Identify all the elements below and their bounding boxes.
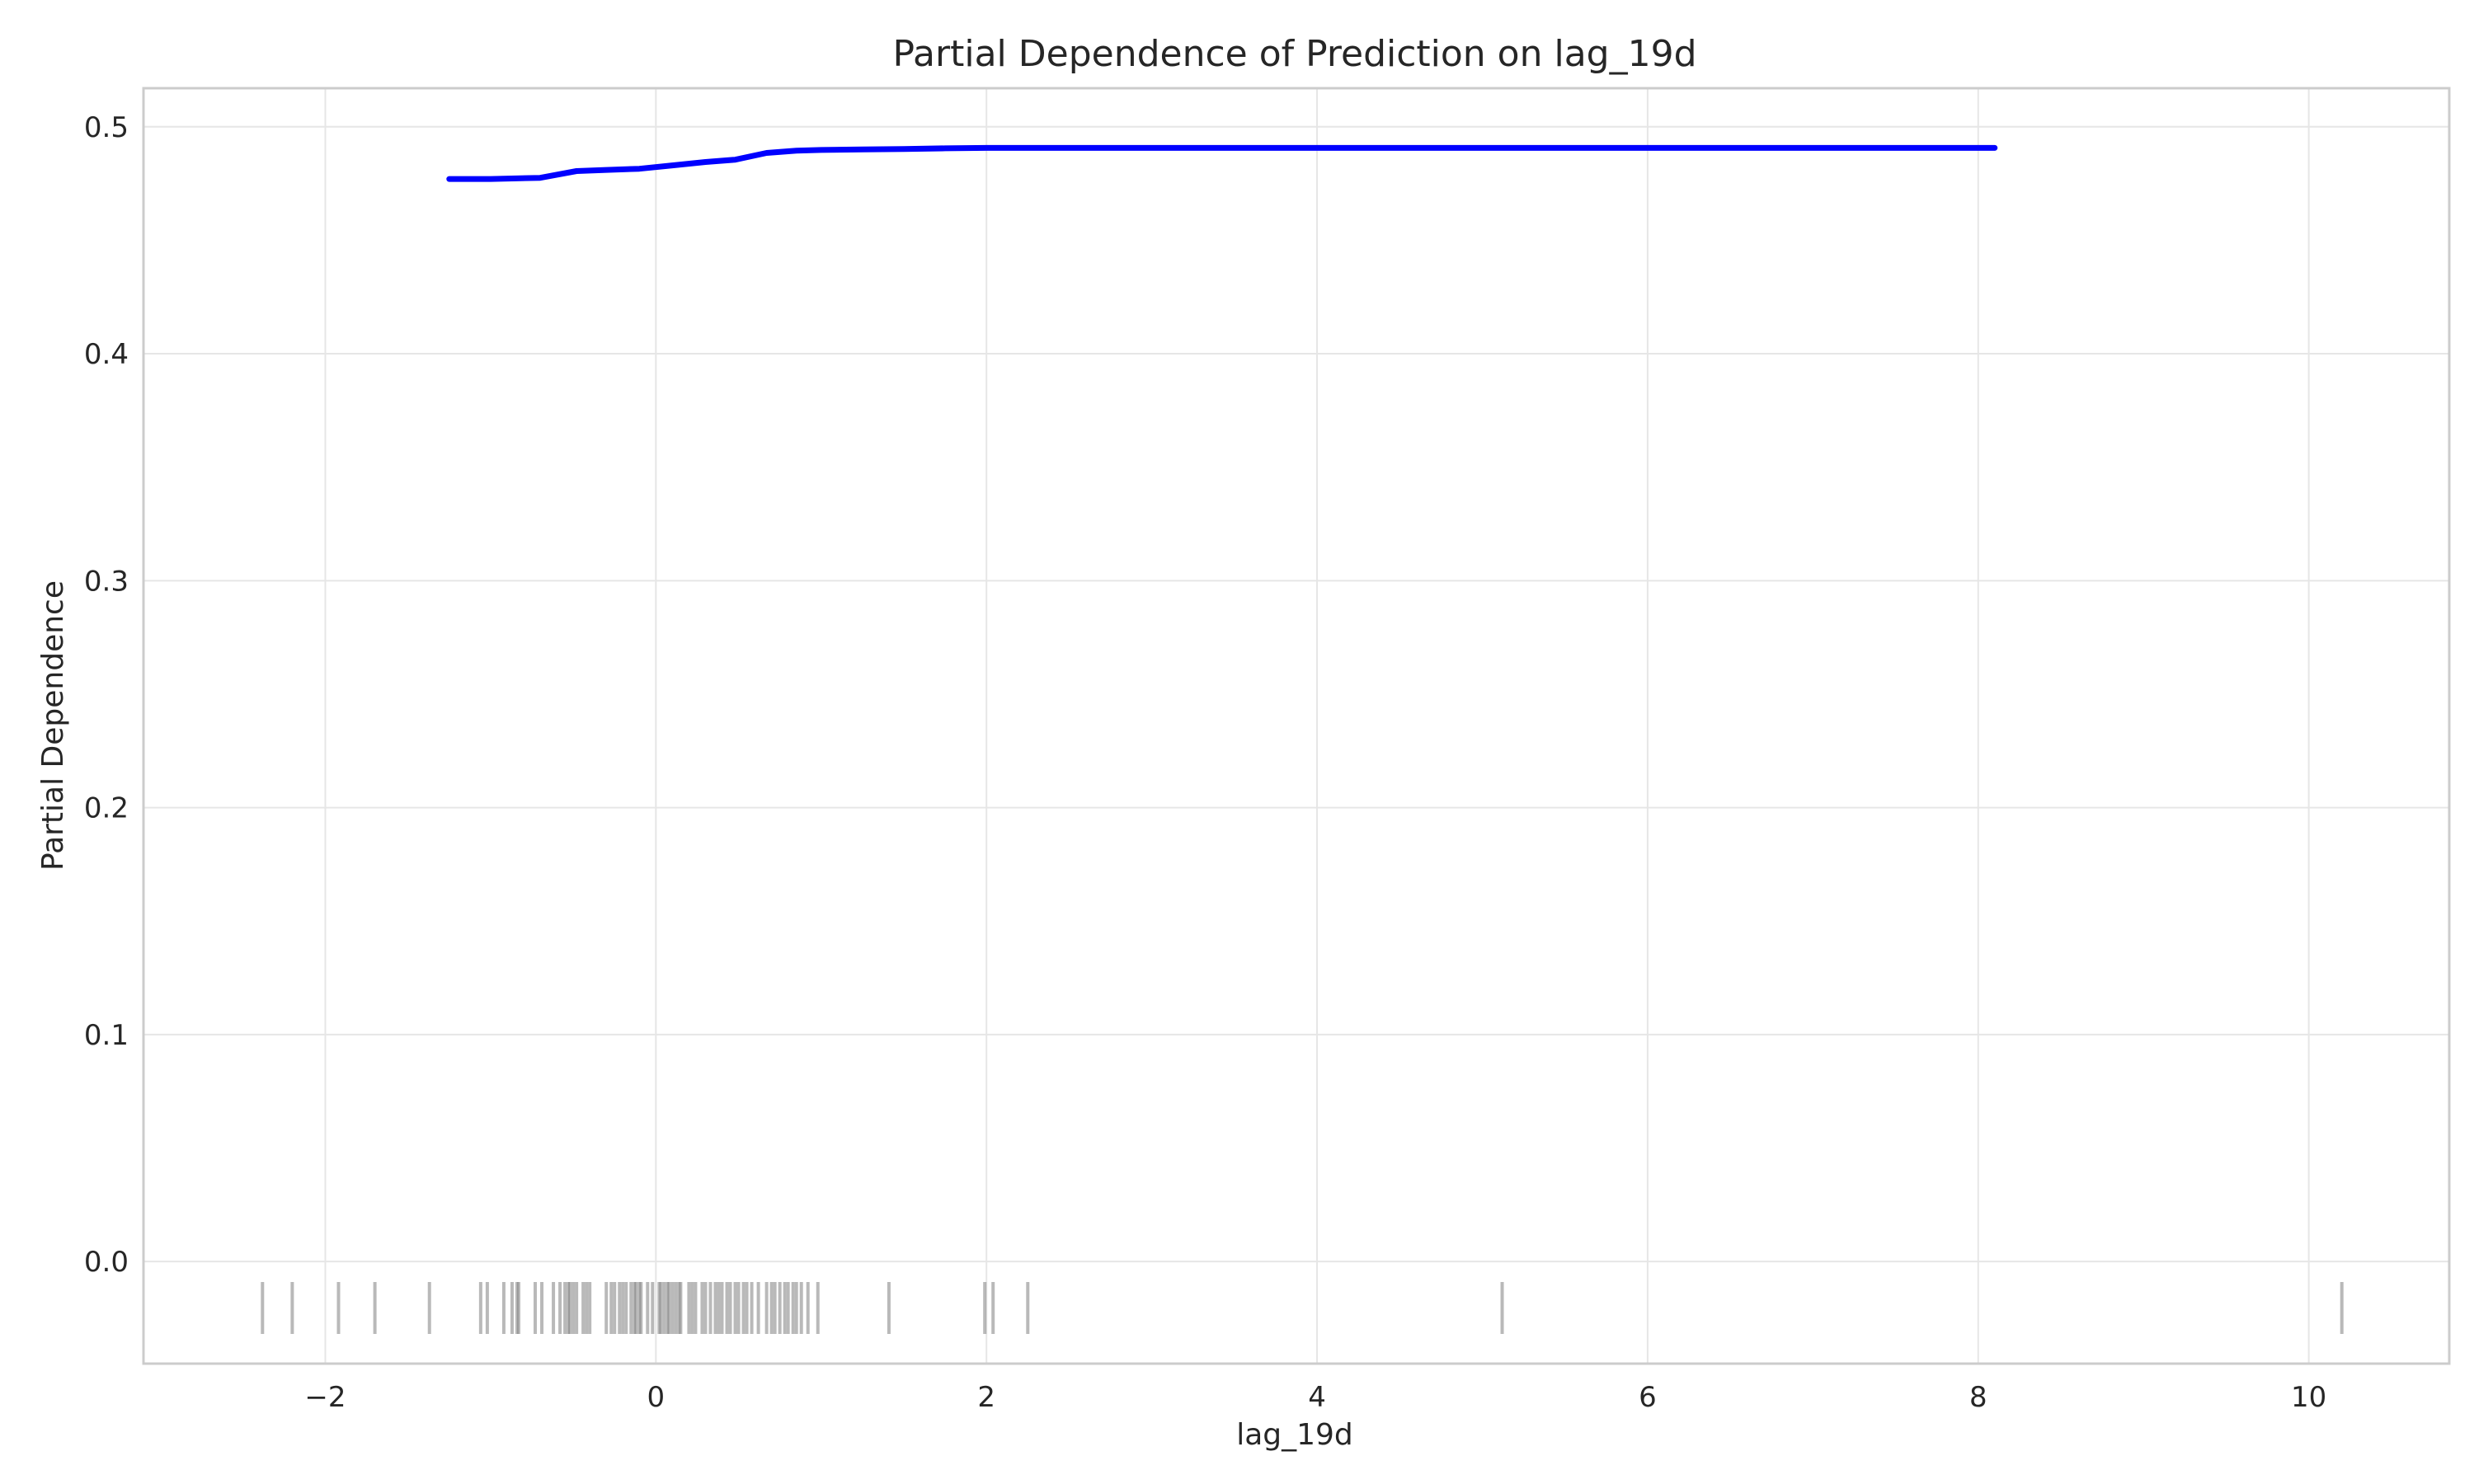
x-tick-label: 2: [977, 1381, 995, 1414]
x-axis-label: lag_19d: [1236, 1418, 1353, 1452]
y-tick-label: 0.2: [84, 792, 129, 825]
chart-title: Partial Dependence of Prediction on lag_…: [892, 33, 1696, 75]
x-tick-label: 8: [1969, 1381, 1987, 1414]
rug-marks: [261, 1282, 2344, 1334]
y-tick-label: 0.3: [84, 565, 129, 598]
x-tick-label: −2: [304, 1381, 346, 1414]
y-axis-label: Partial Dependence: [36, 580, 70, 871]
y-tick-label: 0.1: [84, 1019, 129, 1052]
x-tick-label: 0: [647, 1381, 666, 1414]
grid-lines: [143, 88, 2449, 1364]
x-tick-label: 4: [1308, 1381, 1326, 1414]
partial-dependence-line: [446, 144, 1998, 182]
y-tick-label: 0.5: [84, 111, 129, 144]
y-tick-labels: 0.0 0.1 0.2 0.3 0.4 0.5: [84, 111, 129, 1279]
series-layer: [446, 144, 1998, 182]
x-tick-labels: −2 0 2 4 6 8 10: [304, 1381, 2326, 1414]
x-tick-label: 6: [1639, 1381, 1657, 1414]
x-tick-label: 10: [2291, 1381, 2326, 1414]
plot-frame: [142, 87, 2451, 1365]
y-tick-label: 0.4: [84, 338, 129, 371]
y-tick-label: 0.0: [84, 1246, 129, 1279]
